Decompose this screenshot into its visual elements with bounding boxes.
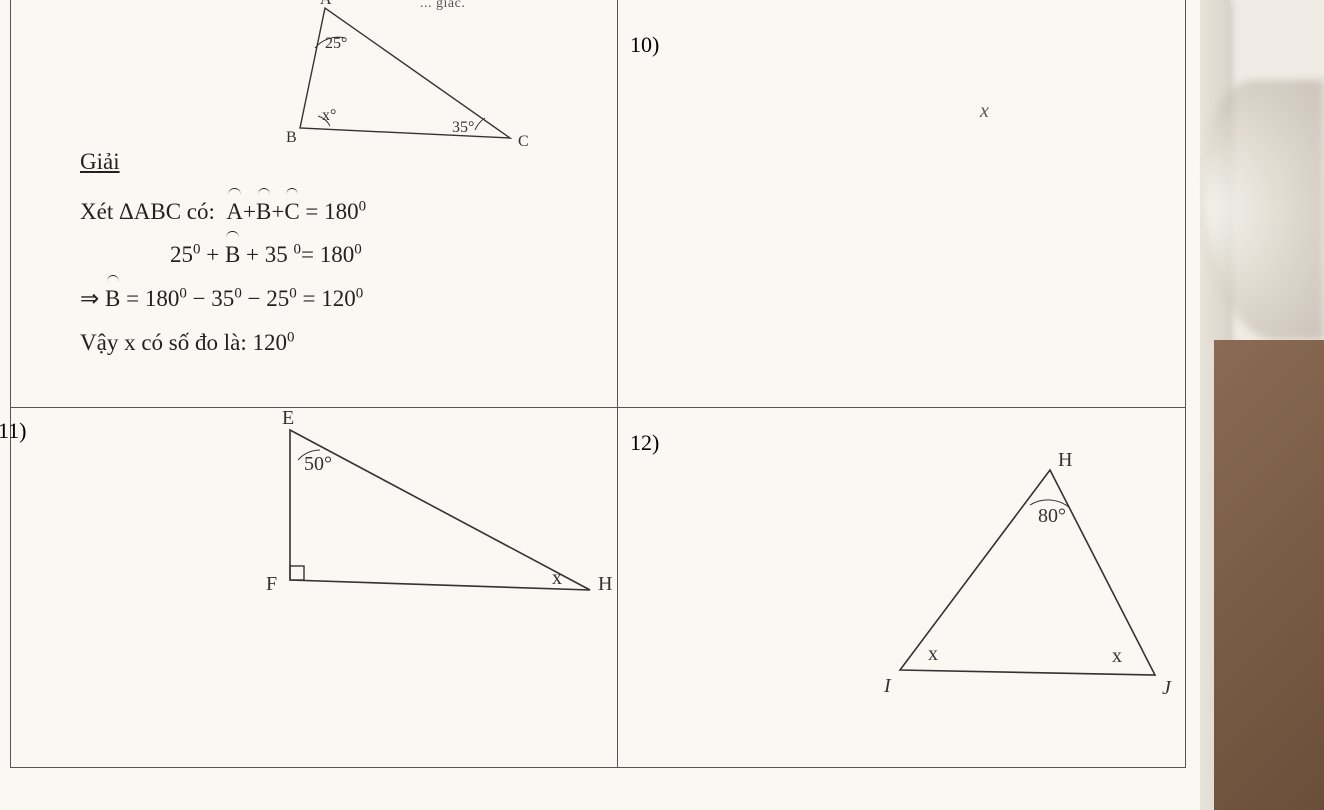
line3: ⇒ B = 1800 − 350 − 250 = 1200: [80, 286, 363, 311]
triangle-q11: E F H 50° x: [260, 420, 620, 620]
angle-E: 50°: [304, 453, 332, 475]
angle-H12: 80°: [1038, 505, 1066, 527]
q12-number: 12): [630, 430, 659, 456]
line1: Xét ΔABC có: A+B+C = 1800: [80, 199, 366, 224]
solution-q9: Giải Xét ΔABC có: A+B+C = 1800 250 + B +…: [80, 140, 600, 364]
angle-I: x: [928, 643, 938, 665]
angle-B: x°: [322, 107, 336, 124]
angle-C: 35°: [452, 119, 474, 136]
triangle-q9: A B C 25° x° 35°: [300, 8, 560, 158]
angle-J: x: [1112, 645, 1122, 667]
cell-q10: [618, 0, 1186, 408]
vertex-E: E: [282, 407, 294, 429]
background-desk: [1214, 340, 1324, 810]
angle-A: 25°: [325, 35, 347, 52]
vertex-H12: H: [1058, 449, 1072, 471]
q11-number: 11): [0, 418, 27, 444]
vertex-I: I: [883, 675, 892, 697]
vertex-A: A: [320, 0, 332, 8]
line2: 250 + B + 35 0= 1800: [80, 242, 362, 267]
solution-header: Giải: [80, 140, 120, 184]
vertex-F: F: [266, 573, 277, 595]
q10-number: 10): [630, 32, 659, 58]
worksheet-page: ... giác. A B C 25° x° 35° Giải Xét ΔABC…: [0, 0, 1230, 810]
line4: Vậy x có số đo là: 1200: [80, 330, 294, 355]
triangle-q12: H I J 80° x x: [890, 460, 1190, 710]
angle-H: x: [552, 567, 562, 589]
vertex-H: H: [598, 573, 612, 595]
vertex-J: J: [1162, 677, 1172, 699]
q10-stray-x: x: [980, 100, 989, 123]
